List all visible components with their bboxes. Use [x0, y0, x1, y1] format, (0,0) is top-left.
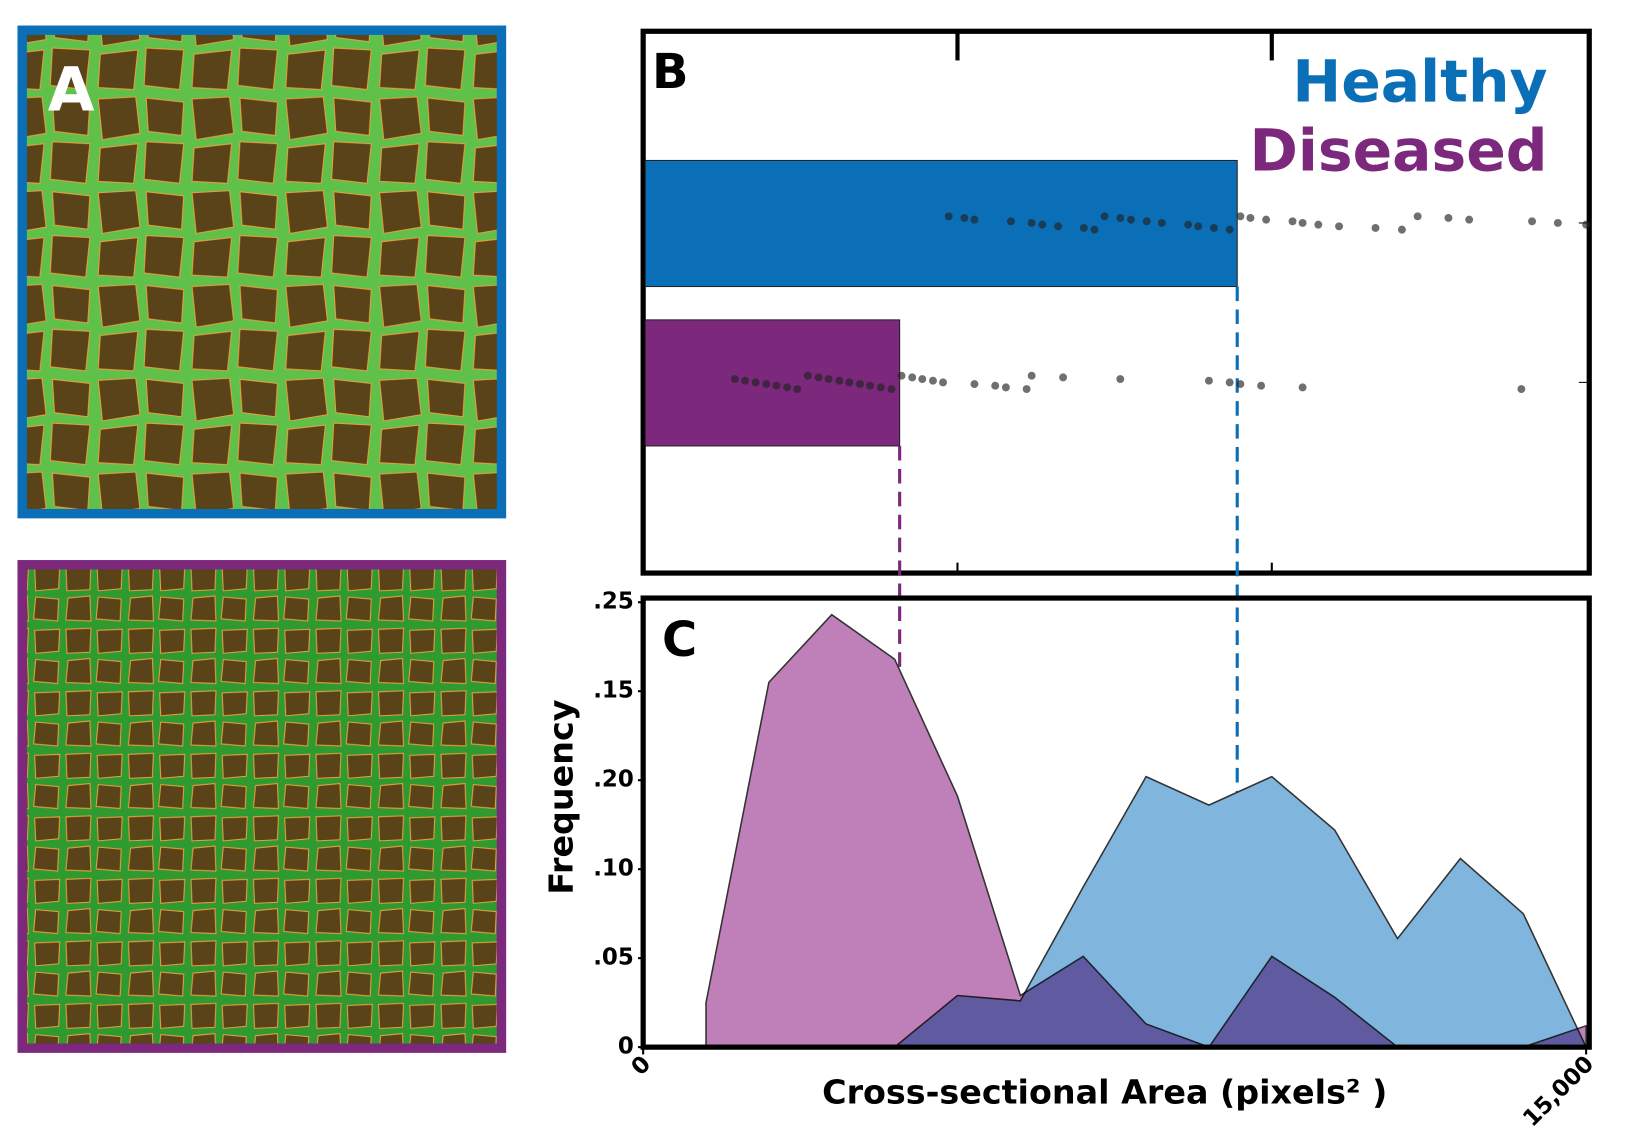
bar [644, 159, 1238, 288]
data-point [991, 381, 1000, 390]
data-point [1225, 378, 1234, 387]
panel-b-frame [640, 28, 1592, 576]
data-point [887, 385, 896, 394]
data-point [1246, 214, 1255, 222]
data-point [1314, 220, 1323, 229]
data-point [1059, 373, 1068, 382]
data-point [803, 371, 812, 380]
data-point [793, 385, 802, 394]
data-point [824, 375, 833, 384]
data-point [908, 373, 917, 382]
plot-area [705, 613, 1588, 1049]
data-point [1027, 219, 1036, 227]
data-point [866, 381, 875, 390]
data-point [1210, 224, 1218, 232]
healthy-micrograph [17, 25, 507, 519]
legend-entry: Healthy [1292, 48, 1547, 116]
x-axis-label: Cross-sectional Area (pixels² ) [822, 1073, 1387, 1112]
data-point [1006, 217, 1015, 226]
data-point [1528, 217, 1537, 226]
diseased-micrograph [17, 560, 507, 1053]
data-point [751, 378, 760, 387]
panel-c-frame [640, 595, 1592, 1050]
data-point [918, 375, 927, 384]
data-point [1079, 224, 1088, 232]
data-point [1127, 215, 1135, 224]
data-point [772, 381, 781, 390]
data-point [1116, 214, 1125, 222]
data-point [730, 375, 739, 384]
data-point [1298, 219, 1307, 227]
data-point [1236, 212, 1245, 221]
data-point [1001, 383, 1010, 392]
data-point [939, 378, 947, 387]
area [892, 775, 1588, 1048]
data-point [1225, 225, 1234, 234]
data-point [970, 380, 979, 389]
panel-label: C [662, 613, 697, 668]
data-point [1142, 217, 1151, 226]
x-tick-label: 15,000 [1518, 1051, 1599, 1132]
y-tick-label: 0 [618, 1034, 634, 1060]
data-point [783, 383, 792, 392]
data-point [1553, 219, 1562, 227]
data-point [814, 373, 823, 382]
data-point [835, 376, 844, 385]
data-point [1100, 212, 1109, 221]
data-point [1054, 222, 1063, 231]
data-point [1465, 215, 1474, 224]
data-point [1157, 219, 1166, 227]
data-point [929, 376, 937, 385]
y-tick-label: .20 [593, 767, 634, 793]
data-point [960, 214, 969, 222]
data-point [1038, 220, 1047, 229]
data-point [1335, 222, 1344, 231]
y-tick-label: .15 [593, 678, 634, 704]
data-point [1116, 375, 1125, 384]
data-point [1517, 385, 1526, 394]
data-point [845, 378, 854, 387]
y-axis-label: Frequency [541, 699, 580, 894]
data-point [1257, 381, 1266, 390]
data-point [1236, 380, 1245, 389]
data-point [1288, 217, 1297, 226]
y-tick-label: .25 [593, 589, 634, 615]
data-point [1413, 212, 1422, 221]
data-point [741, 376, 749, 385]
legend-entry: Diseased [1249, 116, 1547, 184]
data-point [1204, 376, 1213, 385]
data-point [1397, 225, 1406, 234]
data-point [944, 212, 953, 221]
data-point [1022, 385, 1031, 394]
data-point [970, 215, 979, 224]
data-point [762, 380, 771, 389]
data-point [856, 380, 865, 389]
panel-label: A [48, 55, 95, 125]
data-point [1194, 222, 1203, 231]
data-point [876, 383, 885, 392]
data-point [1184, 220, 1193, 229]
data-point [897, 371, 906, 380]
data-point [1090, 225, 1099, 234]
y-tick-label: .10 [593, 856, 634, 882]
data-point [1298, 383, 1307, 392]
data-point [1582, 220, 1591, 229]
data-point [1444, 214, 1453, 222]
data-point [1371, 224, 1380, 232]
panel-label: B [652, 45, 689, 100]
y-tick-label: .05 [593, 945, 634, 971]
data-point [1262, 215, 1271, 224]
data-point [1027, 371, 1036, 380]
